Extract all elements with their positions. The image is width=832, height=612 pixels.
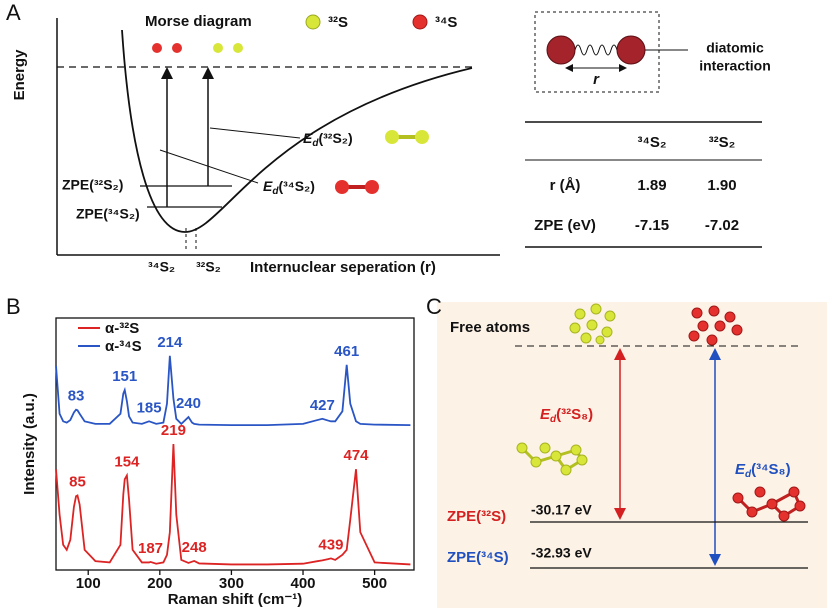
legend-label: α-³⁴S: [105, 338, 142, 355]
peak-label: 461: [334, 343, 359, 360]
atom: [213, 43, 223, 53]
atom: [616, 35, 646, 65]
peak-label: 214: [157, 334, 183, 351]
species: (³²S₈): [556, 406, 593, 423]
x-axis-label: Raman shift (cm⁻¹): [168, 591, 303, 608]
x-tick-label: 400: [291, 575, 316, 592]
ed-label: Ed(³⁴S₈): [735, 461, 791, 480]
peak-label: 185: [137, 399, 162, 416]
leader: [209, 127, 301, 139]
min-label: ³⁴S₂: [148, 259, 175, 275]
legend-label: α-³²S: [105, 320, 139, 337]
legend-label: ³²S: [328, 14, 348, 31]
symbol: E: [263, 178, 273, 194]
morse-curve: [121, 29, 473, 233]
atom: [415, 130, 429, 144]
panel-label: B: [6, 294, 21, 319]
legend-atom: [412, 14, 428, 30]
ed-label: Ed(³⁴S₂): [263, 178, 315, 197]
panel-b: B Intensity (a.u.) Raman shift (cm⁻¹) 10…: [6, 294, 415, 608]
subscript: d: [272, 186, 279, 197]
distance-label: r: [593, 71, 600, 88]
subscript: d: [550, 414, 557, 425]
atom: [152, 43, 162, 53]
symbol: E: [540, 406, 551, 423]
x-tick-label: 100: [76, 575, 101, 592]
table-cell: 1.90: [707, 177, 736, 194]
species: (³⁴S₂): [278, 178, 314, 194]
peak-label: 240: [176, 395, 201, 412]
peak-label: 83: [68, 388, 85, 405]
species: (³⁴S₈): [751, 461, 790, 478]
plot-frame: [55, 317, 415, 571]
spring: [574, 44, 624, 56]
atom: [546, 35, 576, 65]
table-header: ³²S₂: [709, 134, 736, 151]
symbol: E: [735, 461, 746, 478]
ed-label: Ed(³²S₈): [540, 406, 593, 425]
inset-box: [534, 11, 660, 93]
peak-label: 427: [310, 397, 335, 414]
panel-bg: [437, 302, 827, 608]
x-tick-label: 300: [219, 575, 244, 592]
level-name: ZPE(³²S): [447, 508, 506, 525]
symbol: E: [303, 130, 313, 146]
peak-label: 154: [114, 453, 140, 470]
table-header: ³⁴S₂: [637, 134, 666, 151]
x-tick-label: 200: [147, 575, 172, 592]
species: (³²S₂): [318, 130, 352, 146]
legend-label: ³⁴S: [435, 14, 457, 31]
peak-label: 187: [138, 540, 163, 557]
caption: diatomic: [706, 40, 764, 56]
panel-c: C Free atoms Ed(³²S₈) Ed(³⁴S₈) ZPE(³²S) …: [426, 294, 827, 608]
y-axis-label: Intensity (a.u.): [21, 393, 38, 495]
peak-label: 248: [182, 539, 207, 556]
level-name: ZPE(³⁴S): [447, 549, 509, 566]
molecule: [516, 442, 588, 476]
zpe-label: ZPE(³²S₂): [62, 177, 123, 193]
x-tick-label: 500: [362, 575, 387, 592]
peak-label: 219: [161, 422, 186, 439]
table-cell: r (Å): [550, 177, 581, 194]
panel-label: C: [426, 294, 442, 319]
peak-label: 85: [69, 473, 86, 490]
x-axis-label: Internuclear seperation (r): [250, 259, 436, 276]
atom-cluster: [569, 303, 616, 345]
molecule: [732, 486, 806, 522]
peak-label: 439: [318, 536, 343, 553]
peak-label: 474: [343, 447, 369, 464]
table-cell: ZPE (eV): [534, 217, 596, 234]
table-cell: -7.15: [635, 217, 669, 234]
title: Morse diagram: [145, 13, 252, 30]
y-axis-label: Energy: [11, 49, 28, 101]
spectrum: [55, 355, 411, 426]
level-energy: -30.17 eV: [531, 502, 592, 518]
spectrum: [55, 443, 411, 566]
panel-a: A Energy ZPE(³²S₂) ZPE(³⁴S₂) ³⁴S₂ ³²S₂ I…: [6, 0, 771, 276]
table-cell: 1.89: [637, 177, 666, 194]
level-energy: -32.93 eV: [531, 545, 592, 561]
atom: [172, 43, 182, 53]
leader: [159, 149, 259, 184]
atom: [365, 180, 379, 194]
min-label: ³²S₂: [196, 259, 221, 275]
free-atoms: Free atoms: [450, 319, 530, 336]
panel-label: A: [6, 0, 21, 25]
atom: [233, 43, 243, 53]
table-cell: -7.02: [705, 217, 739, 234]
atom-cluster: [688, 305, 743, 346]
legend-atom: [305, 14, 321, 30]
subscript: d: [745, 469, 752, 480]
atom: [335, 180, 349, 194]
caption: interaction: [699, 58, 771, 74]
atom: [385, 130, 399, 144]
ed-label: Ed(³²S₂): [303, 130, 353, 149]
peak-label: 151: [112, 368, 137, 385]
zpe-label: ZPE(³⁴S₂): [76, 206, 140, 222]
subscript: d: [312, 138, 319, 149]
